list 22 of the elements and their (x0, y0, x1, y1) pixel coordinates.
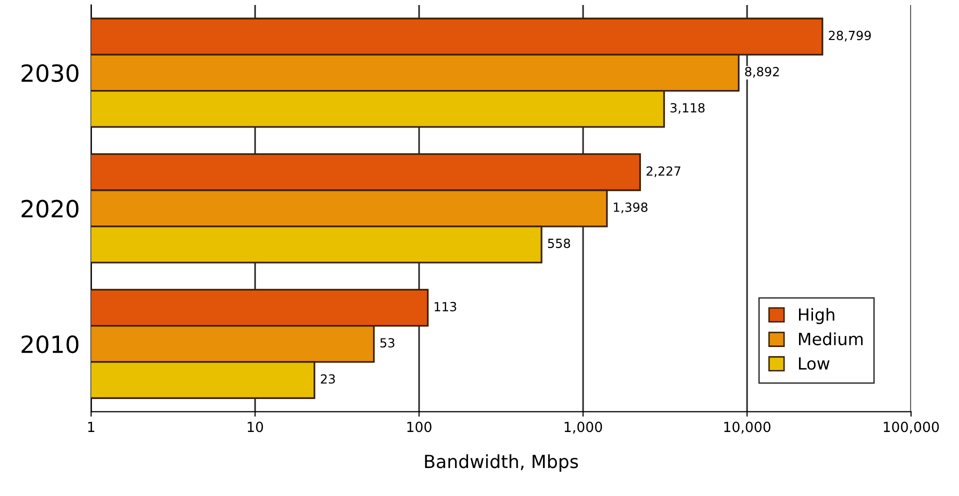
data-label: 8,892 (745, 66, 779, 78)
data-label: 558 (548, 238, 570, 248)
x-tick-label: 100 (407, 422, 432, 432)
x-tick-label: 10 (248, 422, 264, 432)
legend-label: Medium (799, 332, 863, 346)
data-label: 113 (434, 302, 456, 312)
data-label: 23 (320, 374, 335, 384)
legend-label: Low (799, 357, 830, 370)
data-label: 28,799 (828, 30, 871, 42)
y-tick-label: 2010 (22, 335, 78, 354)
data-label: 2,227 (646, 166, 680, 178)
x-tick-label: 10,000 (724, 422, 770, 434)
y-tick-label: 2030 (22, 64, 78, 82)
x-tick-label: 100,000 (884, 422, 939, 434)
data-label: 53 (380, 338, 394, 348)
data-label: 3,118 (670, 103, 705, 114)
legend-label: High (799, 308, 834, 324)
x-axis-title: Bandwidth, Mbps (425, 454, 578, 472)
x-tick-label: 1,000 (564, 422, 602, 434)
x-tick-label: 1 (88, 422, 94, 432)
y-tick-label: 2020 (22, 200, 78, 218)
data-label: 1,398 (614, 202, 648, 214)
